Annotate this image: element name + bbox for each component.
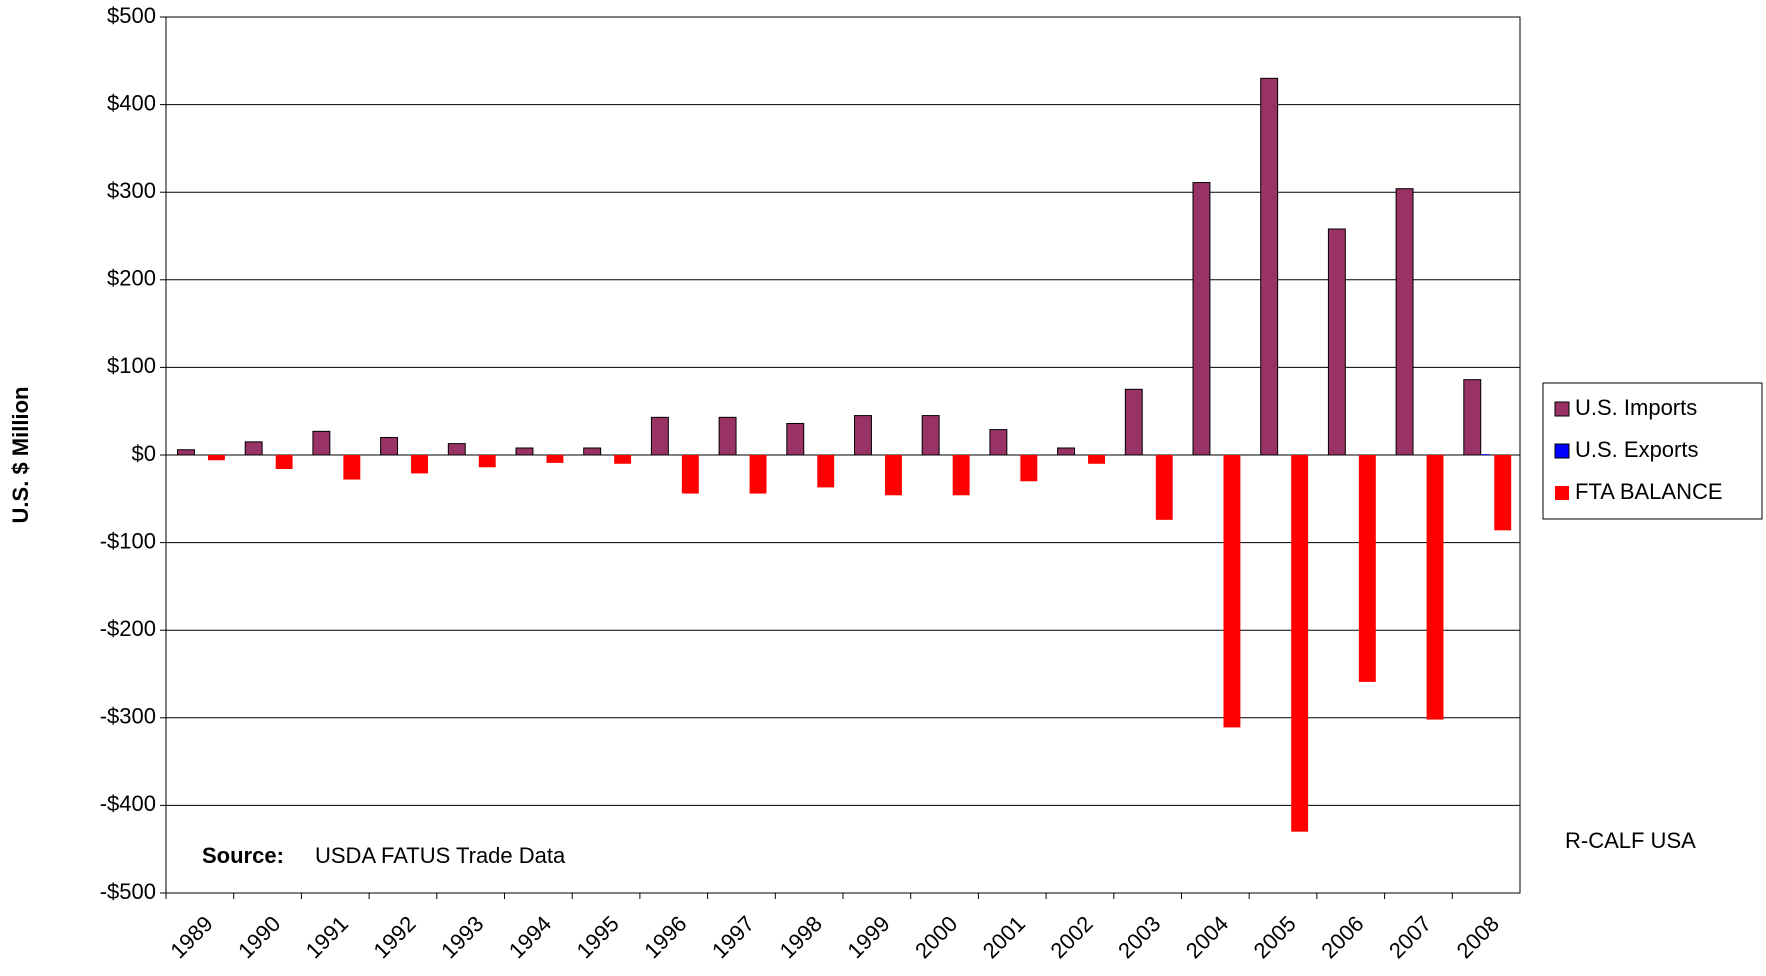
bar — [1192, 182, 1211, 456]
bar — [989, 429, 1008, 456]
y-tick-label: -$100 — [100, 528, 156, 553]
legend-swatch — [1555, 486, 1569, 500]
bar — [1260, 77, 1279, 456]
x-tick-label: 1995 — [572, 911, 624, 963]
x-tick-label: 1997 — [707, 911, 759, 963]
credit: R-CALF USA — [1565, 828, 1696, 853]
bar — [380, 436, 399, 456]
bar — [343, 455, 361, 480]
bar — [177, 449, 195, 456]
bar — [1494, 455, 1512, 531]
x-tick-label: 1994 — [504, 911, 556, 963]
x-tick-label: 2003 — [1113, 911, 1165, 963]
x-tick-label: 2002 — [1045, 911, 1097, 963]
bar — [1155, 455, 1173, 520]
bar — [1088, 455, 1105, 464]
bar — [546, 455, 564, 463]
bar — [718, 416, 737, 456]
bar — [207, 455, 225, 461]
bar — [921, 415, 940, 456]
bar — [515, 447, 534, 456]
y-tick-label: -$400 — [100, 791, 156, 816]
bar — [884, 455, 902, 496]
y-axis-label: U.S. $ Million — [8, 387, 33, 524]
bar — [244, 441, 263, 456]
source-label: Source: — [202, 843, 284, 868]
bar — [1291, 455, 1309, 832]
x-tick-label: 1998 — [775, 911, 827, 963]
bar — [1481, 454, 1490, 455]
legend-label: U.S. Exports — [1575, 437, 1698, 462]
legend-label: U.S. Imports — [1575, 395, 1697, 420]
bar — [275, 455, 293, 470]
x-tick-label: 2000 — [910, 911, 962, 963]
bar — [411, 455, 428, 474]
y-tick-label: -$200 — [100, 616, 156, 641]
y-tick-label: $100 — [107, 353, 156, 378]
bar — [681, 455, 699, 494]
y-tick-label: $400 — [107, 90, 156, 115]
source-text: USDA FATUS Trade Data — [315, 843, 566, 868]
bar — [1020, 455, 1038, 482]
y-tick-label: $300 — [107, 178, 156, 203]
x-tick-label: 1996 — [639, 911, 691, 963]
bar — [854, 415, 872, 456]
legend-box — [1542, 382, 1763, 520]
x-tick-label: 1999 — [842, 911, 894, 963]
bar — [749, 455, 767, 494]
x-tick-label: 2004 — [1181, 911, 1233, 963]
x-tick-label: 1989 — [165, 911, 217, 963]
bar — [650, 416, 669, 456]
x-tick-label: 2005 — [1249, 911, 1301, 963]
y-tick-label: $200 — [107, 266, 156, 291]
legend-label: FTA BALANCE — [1575, 479, 1723, 504]
bar — [1358, 455, 1376, 682]
x-tick-label: 2007 — [1384, 911, 1436, 963]
bar — [1124, 388, 1143, 456]
bar — [447, 443, 466, 456]
bar — [312, 430, 331, 456]
y-tick-label: -$300 — [100, 704, 156, 729]
x-tick-label: 1992 — [368, 911, 420, 963]
bar — [1426, 455, 1444, 720]
y-tick-label: $0 — [132, 441, 156, 466]
bar — [1395, 188, 1414, 456]
legend-swatch — [1554, 443, 1570, 459]
bar — [478, 455, 496, 468]
bar — [1327, 228, 1346, 456]
legend-swatch — [1554, 401, 1570, 417]
x-tick-label: 1993 — [436, 911, 488, 963]
bar — [1463, 379, 1482, 456]
x-tick-label: 1991 — [301, 911, 353, 963]
bar — [614, 455, 632, 464]
x-tick-label: 2006 — [1316, 911, 1368, 963]
x-tick-label: 1990 — [233, 911, 285, 963]
y-tick-label: $500 — [107, 3, 156, 28]
bar — [817, 455, 835, 488]
bar — [786, 422, 805, 456]
bar — [952, 455, 970, 496]
bar — [1223, 455, 1241, 728]
bar — [583, 447, 602, 456]
x-tick-label: 2001 — [978, 911, 1030, 963]
x-tick-label: 2008 — [1452, 911, 1504, 963]
y-tick-label: -$500 — [100, 879, 156, 904]
bar — [1057, 447, 1076, 456]
